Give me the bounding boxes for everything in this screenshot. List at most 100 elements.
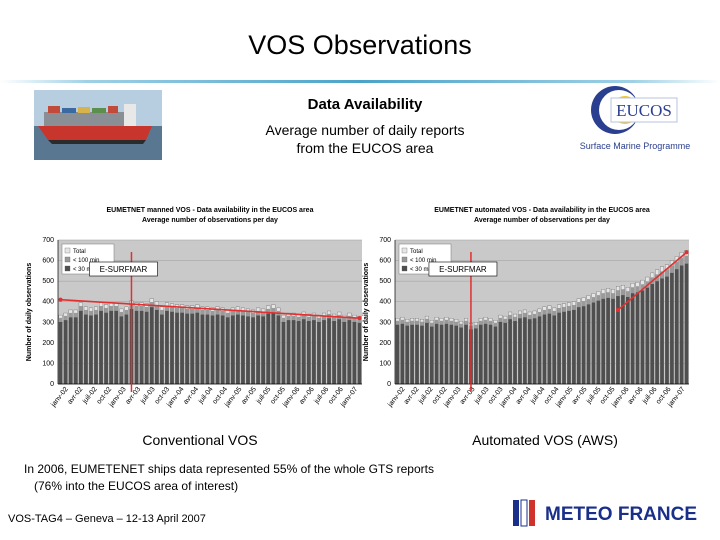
bar-lt30	[596, 300, 601, 384]
bar-lt30	[650, 284, 655, 384]
bar-lt30	[434, 323, 439, 384]
bar-lt30	[420, 325, 424, 384]
x-tick-label: avr-03	[459, 386, 477, 406]
bar-lt30	[291, 320, 296, 384]
chart-title-line2: Average number of observations per day	[474, 217, 610, 224]
note-line-1: In 2006, EUMETENET ships data represente…	[24, 462, 434, 476]
eucos-logo: EUCOS	[591, 86, 678, 134]
bar-lt30	[200, 314, 205, 384]
bar-lt30	[523, 317, 527, 384]
esurfmar-box	[89, 261, 158, 277]
availability-subtitle-line1: Average number of daily reports	[265, 122, 465, 138]
chart-title-line1: EUMETNET manned VOS - Data availability …	[107, 207, 314, 214]
eucos-tagline: Surface Marine Programme	[579, 141, 691, 151]
esurfmar-label: E-SURFMAR	[439, 265, 487, 274]
y-tick-label: 700	[42, 237, 54, 244]
bar-lt30	[611, 298, 615, 384]
legend-entry: < 100 min	[73, 258, 100, 264]
y-axis-label: Number of daily observations	[26, 263, 33, 362]
bar-lt30	[170, 311, 174, 384]
bar-lt30	[518, 318, 522, 384]
bar-lt30	[149, 307, 154, 384]
bar-lt30	[230, 315, 235, 384]
bar-lt30	[99, 310, 103, 384]
bar-lt30	[210, 315, 215, 384]
bar-lt30	[503, 322, 508, 384]
bar-lt30	[459, 327, 463, 384]
bar-lt30	[220, 315, 225, 384]
esurfmar-label: E-SURFMAR	[100, 265, 148, 274]
availability-subtitle: Average number of daily reports from the…	[205, 121, 525, 157]
bar-lt30	[236, 314, 240, 384]
bar-lt30	[670, 272, 674, 384]
y-tick-label: 200	[379, 340, 391, 347]
bar-lt30	[483, 323, 488, 384]
bar-lt30	[261, 316, 266, 384]
bar-lt30	[342, 321, 347, 384]
bar-lt30	[94, 314, 98, 384]
x-tick-label: avr-06	[298, 386, 316, 406]
bar-lt30	[246, 316, 250, 384]
bar-lt30	[537, 316, 542, 384]
bar-lt30	[175, 312, 179, 384]
bar-lt30	[73, 317, 78, 384]
x-tick-label: avr-05	[240, 386, 258, 406]
bar-lt30	[532, 318, 537, 384]
bar-lt30	[621, 295, 625, 384]
bar-lt30	[542, 314, 547, 384]
legend-entry: < 30 min	[410, 267, 433, 273]
bar-lt30	[225, 317, 230, 384]
esurfmar-annotation: E-SURFMAR	[89, 261, 158, 277]
legend-swatch	[401, 247, 408, 254]
bar-lt30	[425, 322, 429, 384]
bar-lt30	[601, 298, 606, 384]
meteo-france-logo-text: METEO FRANCE	[545, 504, 697, 525]
bar-lt30	[429, 326, 434, 384]
bar-lt30	[306, 321, 311, 384]
x-tick-label: avr-04	[182, 386, 200, 406]
bar-lt30	[160, 314, 164, 384]
legend-swatch	[64, 247, 71, 254]
bar-lt30	[119, 316, 124, 384]
y-tick-label: 200	[42, 340, 54, 347]
bar-lt30	[679, 265, 684, 384]
legend-entry: < 30 min	[73, 267, 96, 273]
bar-lt30	[215, 314, 220, 384]
y-tick-label: 300	[379, 319, 391, 326]
bar-lt30	[89, 315, 93, 384]
bar-lt30	[665, 276, 669, 384]
bar-lt30	[557, 312, 561, 384]
bar-lt30	[474, 328, 478, 384]
bar-lt30	[572, 309, 576, 384]
bar-lt30	[63, 320, 68, 384]
y-tick-label: 0	[387, 381, 391, 388]
bar-lt30	[347, 320, 352, 384]
bar-lt30	[645, 287, 650, 384]
bar-lt30	[190, 313, 195, 384]
bar-lt30	[444, 323, 449, 384]
bar-lt30	[513, 321, 517, 384]
bar-lt30	[104, 312, 108, 384]
bar-lt30	[449, 324, 454, 384]
bar-lt30	[271, 312, 276, 384]
bar-lt30	[144, 311, 149, 384]
legend-swatch	[64, 265, 71, 272]
y-tick-label: 500	[42, 278, 54, 285]
x-tick-label: avr-06	[627, 386, 645, 406]
chart-title-line2: Average number of observations per day	[142, 217, 278, 224]
bar-lt30	[266, 313, 271, 384]
bar-lt30	[322, 320, 326, 384]
y-tick-label: 100	[42, 360, 54, 367]
manned-vos-chart: EUMETNET manned VOS - Data availability …	[26, 207, 362, 409]
x-tick-label: janv-02	[50, 386, 70, 409]
trend-end	[684, 250, 689, 255]
bar-lt30	[281, 321, 286, 384]
bar-lt30	[139, 310, 144, 384]
legend-entry: Total	[73, 249, 86, 255]
caption-conventional-vos: Conventional VOS	[142, 432, 258, 448]
bar-lt30	[478, 324, 483, 384]
caption-automated-vos: Automated VOS (AWS)	[472, 432, 618, 448]
bar-lt30	[488, 324, 493, 384]
trend-line	[60, 298, 360, 319]
bar-lt30	[301, 319, 306, 384]
